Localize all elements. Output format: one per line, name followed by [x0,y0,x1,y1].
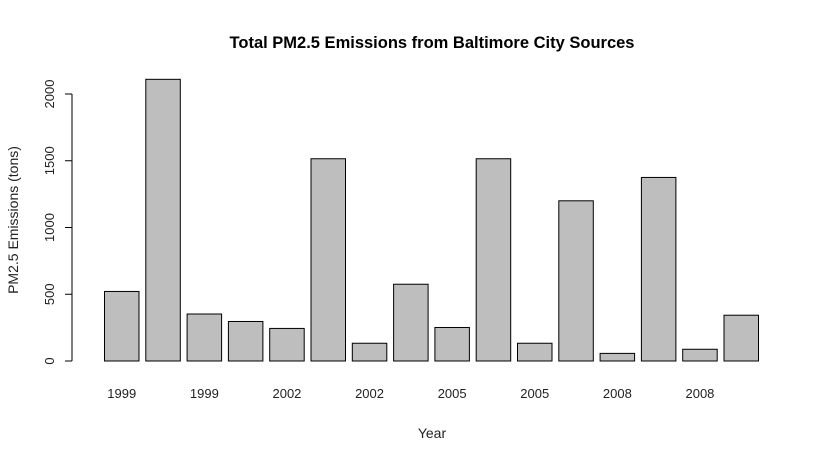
x-axis-label: Year [418,425,447,441]
bar [145,78,181,362]
bar [517,342,553,362]
x-tick-label: 2005 [520,386,549,401]
bar [599,352,636,362]
y-axis-label: PM2.5 Emissions (tons) [5,146,21,294]
x-tick-label: 2008 [685,386,714,401]
bar [269,327,305,362]
bar [393,283,429,362]
y-tick-label: 0 [42,357,57,364]
bar [310,158,346,362]
bar [640,176,677,362]
x-tick-label: 1999 [190,386,219,401]
bar [351,342,388,362]
y-axis: 0 500 1000 1500 2000 [42,80,73,365]
y-tick-label: 1500 [42,146,57,175]
bar [227,320,264,362]
y-tick-label: 500 [42,283,57,305]
bar [475,158,512,362]
x-tick-label: 1999 [107,386,136,401]
x-tick-labels: 1999 1999 2002 2002 2005 2005 2008 2008 [107,386,714,401]
x-tick-label: 2002 [272,386,301,401]
y-tick-label: 1000 [42,213,57,242]
y-tick-label: 2000 [42,80,57,109]
bar [104,290,140,362]
bar [723,314,759,362]
bars-group [104,78,759,362]
x-tick-label: 2005 [438,386,467,401]
bar [434,326,470,362]
x-tick-label: 2008 [603,386,632,401]
bar [558,200,594,362]
chart-title: Total PM2.5 Emissions from Baltimore Cit… [230,34,635,52]
bar [682,348,718,362]
bar [186,313,223,362]
x-tick-label: 2002 [355,386,384,401]
